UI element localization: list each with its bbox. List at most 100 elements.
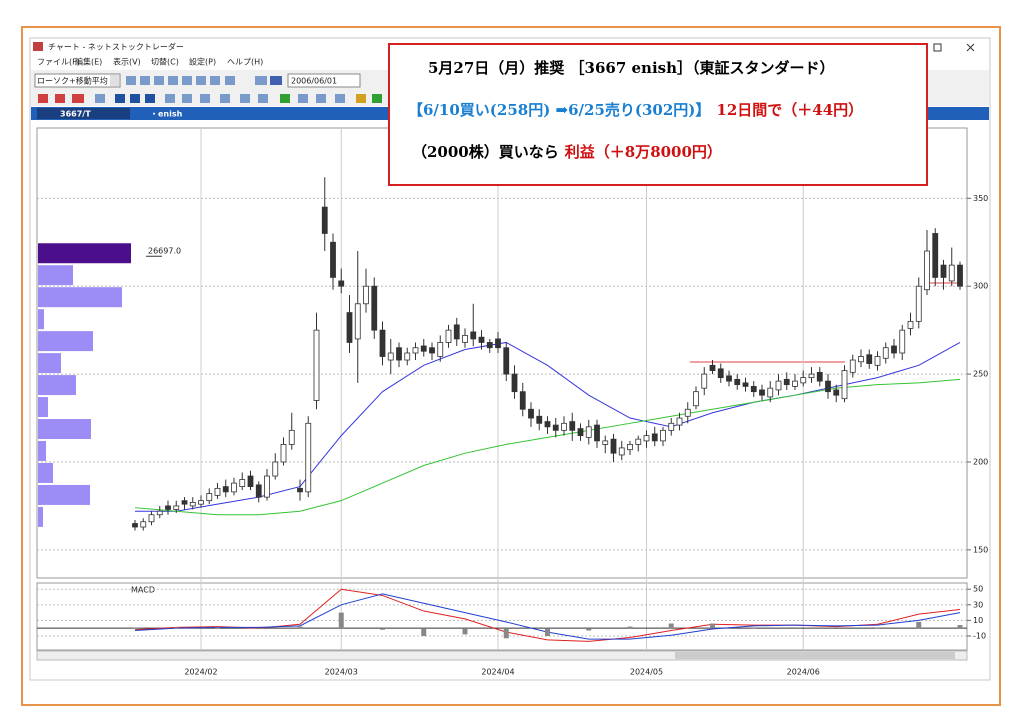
candle-body <box>577 428 584 437</box>
candle-body <box>519 391 526 410</box>
candle-body <box>585 426 592 438</box>
y-tick-label: 30 <box>973 600 983 609</box>
candle-body <box>874 356 881 366</box>
candle-body <box>717 368 724 379</box>
volume-profile-label: 26697.0 <box>148 247 181 256</box>
x-tick-label: 2024/04 <box>481 668 514 677</box>
candle-body <box>198 500 204 505</box>
candle-body <box>297 487 303 493</box>
candle-body <box>264 475 270 498</box>
annotation-text: 利益（＋8万8000円） <box>564 143 722 161</box>
annotation-text: 5月27日（月）推奨 ［3667 enish］（東証スタンダード） <box>428 59 835 77</box>
moving-average-line <box>135 341 961 512</box>
scrollbar-thumb[interactable] <box>675 652 955 659</box>
x-tick-label: 2024/03 <box>325 668 358 677</box>
candle-body <box>511 373 518 393</box>
candle-body <box>239 479 246 487</box>
company-name: ・enish <box>150 110 183 119</box>
start-date: 2006/06/01 <box>291 77 337 86</box>
macd-histogram-bar <box>132 627 138 629</box>
candle-body <box>396 347 402 361</box>
macd-histogram-bar <box>215 627 220 629</box>
candle-body <box>379 329 386 357</box>
date-input[interactable] <box>287 73 361 88</box>
dropdown-arrow[interactable] <box>110 75 119 86</box>
app-icon <box>33 42 43 51</box>
y-tick-label: 300 <box>973 282 988 291</box>
candle-body <box>371 285 378 331</box>
macd-histogram-bar <box>503 628 509 639</box>
macd-histogram-bar <box>916 621 922 629</box>
menu-item[interactable]: 切替(C) <box>151 57 179 67</box>
volume-profile-bar <box>38 506 43 527</box>
macd-panel <box>36 582 968 651</box>
close-button[interactable] <box>966 43 975 52</box>
menu-item[interactable]: ファイル(F) <box>37 58 80 67</box>
candle-body <box>363 285 369 305</box>
candle-body <box>445 329 452 343</box>
macd-histogram-bar <box>173 627 179 629</box>
volume-profile-bar <box>38 265 73 286</box>
candle-body <box>858 356 864 363</box>
candle-body <box>552 424 559 431</box>
candle-body <box>470 331 477 340</box>
volume-profile-bar <box>38 331 94 352</box>
candle-body <box>387 352 394 361</box>
symbol-box <box>37 108 130 119</box>
candle-body <box>610 438 617 454</box>
candle-body <box>462 335 468 343</box>
menu-item[interactable]: ヘルプ(H) <box>227 58 263 67</box>
annotation-line: 【6/10買い(258円) ➡6/25売り(302円)】 12日間で（＋44円） <box>408 99 869 120</box>
candle-body <box>594 424 600 442</box>
candle-body <box>503 347 510 375</box>
macd-histogram-bar <box>710 623 715 629</box>
chart-type-select[interactable] <box>34 73 121 88</box>
chart-type: ローソク+移動平均 <box>37 76 108 86</box>
candle-body <box>750 385 757 393</box>
candle-body <box>214 487 221 496</box>
menu-item[interactable]: 表示(V) <box>113 57 141 67</box>
annotation-text: 12日間で（＋44円） <box>716 101 864 119</box>
x-tick-label: 2024/06 <box>787 668 820 677</box>
candle-body <box>420 345 427 352</box>
candle-body <box>206 493 213 502</box>
candle-body <box>321 206 328 234</box>
candle-body <box>495 338 501 349</box>
candle-body <box>816 371 823 382</box>
candle-body <box>536 415 543 424</box>
y-tick-label: 250 <box>973 370 988 379</box>
candle-body <box>330 241 336 278</box>
menu-item[interactable]: 編集(E) <box>75 57 102 67</box>
candle-body <box>635 438 642 445</box>
candle-body <box>247 475 254 487</box>
candle-body <box>272 461 279 477</box>
candle-body <box>453 324 460 340</box>
menu-item[interactable]: 設定(P) <box>189 57 216 67</box>
candle-body <box>412 347 419 354</box>
candle-body <box>833 389 840 396</box>
candle-body <box>882 347 889 359</box>
candle-body <box>775 380 782 391</box>
candle-body <box>676 417 683 426</box>
candle-body <box>602 440 609 445</box>
candle-body <box>792 380 798 387</box>
maximize-button[interactable] <box>933 43 942 52</box>
candle-body <box>528 408 534 419</box>
candle-body <box>288 429 295 445</box>
candle-body <box>684 408 691 417</box>
candle-body <box>627 444 633 451</box>
candle-body <box>156 510 163 516</box>
annotation-text: 【6/10買い(258円) ➡6/25売り(302円)】 <box>408 101 711 119</box>
macd-histogram-bar <box>380 628 385 630</box>
candle-body <box>354 303 361 340</box>
y-tick-label: 200 <box>973 457 988 466</box>
annotation-line: 5月27日（月）推奨 ［3667 enish］（東証スタンダード） <box>428 57 841 78</box>
candle-body <box>668 422 675 431</box>
scrollbar[interactable] <box>36 650 968 661</box>
candle-body <box>899 329 906 354</box>
volume-profile-bar <box>38 243 131 264</box>
candle-body <box>957 264 963 287</box>
candle-body <box>693 391 699 407</box>
candle-body <box>849 359 856 373</box>
x-tick-label: 2024/05 <box>630 668 663 677</box>
